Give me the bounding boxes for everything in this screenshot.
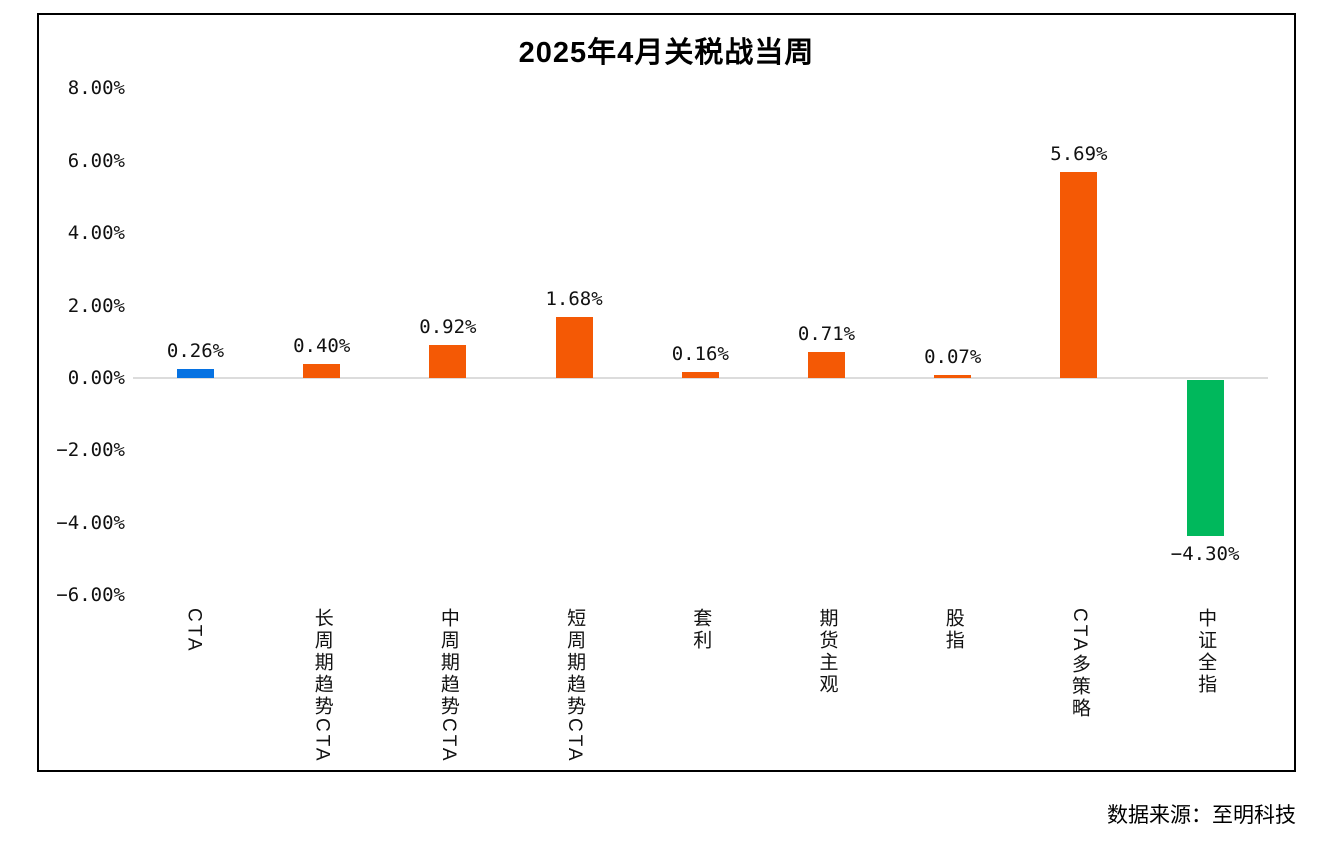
category-label: 中证全指 xyxy=(1195,608,1217,696)
category-label: 短周期趋势CTA xyxy=(564,608,586,764)
category-label: 长周期趋势CTA xyxy=(311,608,333,764)
y-tick-label: 2.00% xyxy=(67,294,125,317)
value-label: 0.07% xyxy=(924,346,982,369)
y-tick-label: 0.00% xyxy=(67,367,125,389)
bar-中周期趋势CTA xyxy=(429,344,467,378)
bar-中证全指 xyxy=(1186,380,1224,536)
y-tick-label: 6.00% xyxy=(67,149,125,172)
bar-套利 xyxy=(681,372,719,378)
bar-CTA xyxy=(177,368,214,378)
category-label: 套利 xyxy=(690,608,712,652)
value-label: 0.16% xyxy=(671,343,729,366)
bar-短周期趋势CTA xyxy=(555,317,593,378)
bar-长周期趋势CTA xyxy=(303,363,341,378)
value-label: 0.92% xyxy=(419,315,477,338)
value-label: 0.40% xyxy=(293,334,351,357)
chart-frame: 2025年4月关税战当周 8.00% 6.00% 4.00% 2.00% 0.00% −2… xyxy=(37,13,1296,772)
bar-CTA多策略 xyxy=(1060,172,1098,378)
bar-期货主观 xyxy=(808,352,845,378)
bar-股指 xyxy=(934,375,972,378)
category-label: CTA多策略 xyxy=(1068,608,1090,720)
chart-title: 2025年4月关税战当周 xyxy=(518,37,815,69)
y-tick-label: −2.00% xyxy=(56,439,125,462)
value-label: 0.26% xyxy=(166,339,225,362)
value-label: 1.68% xyxy=(545,288,603,311)
value-label: 5.69% xyxy=(1050,143,1108,166)
category-label: 中周期趋势CTA xyxy=(437,608,459,764)
y-tick-label: 8.00% xyxy=(67,77,125,100)
zero-gridline xyxy=(133,377,1268,379)
value-label: −4.30% xyxy=(1170,542,1240,565)
y-tick-label: −4.00% xyxy=(56,511,125,534)
y-tick-label: −6.00% xyxy=(56,584,125,607)
value-label: 0.71% xyxy=(797,323,856,346)
y-tick-label: 4.00% xyxy=(67,222,125,245)
category-label: 股指 xyxy=(942,608,964,652)
data-source-note: 数据来源：至明科技 xyxy=(1107,804,1296,827)
category-label: CTA xyxy=(183,608,205,654)
category-label: 期货主观 xyxy=(816,608,838,696)
